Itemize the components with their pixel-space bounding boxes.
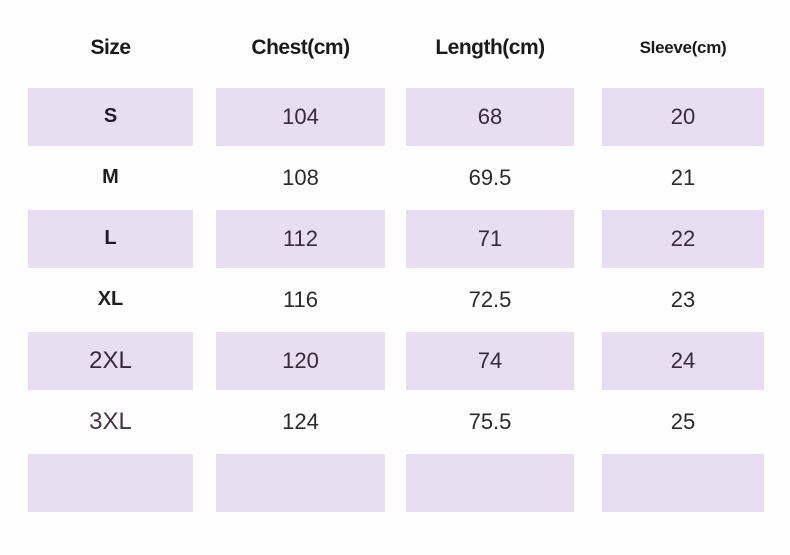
length-cell: 69.5: [468, 164, 512, 190]
length-cell: 74: [406, 331, 574, 390]
column-header-length: Length(cm): [435, 36, 545, 59]
length-cell: 72.5: [468, 286, 512, 312]
table-row-empty: [0, 452, 790, 513]
chest-cell: [216, 453, 385, 512]
table-row: XL 116 72.5 23: [0, 269, 790, 330]
length-cell: 68: [406, 87, 574, 146]
chest-cell: 112: [216, 209, 385, 268]
length-cell: 75.5: [468, 408, 512, 434]
chest-cell: 116: [282, 286, 319, 312]
table-row: L 112 71 22: [0, 208, 790, 269]
chest-cell: 124: [282, 408, 319, 434]
length-cell: [406, 453, 574, 512]
column-header-chest: Chest(cm): [251, 36, 350, 59]
sleeve-cell: [602, 453, 764, 512]
sleeve-cell: 25: [670, 408, 696, 434]
size-cell: [28, 453, 193, 512]
size-cell: 2XL: [28, 331, 193, 390]
chest-cell: 104: [216, 87, 385, 146]
sleeve-cell: 24: [602, 331, 764, 390]
table-row: S 104 68 20: [0, 86, 790, 147]
table-header-row: Size Chest(cm) Length(cm) Sleeve(cm): [0, 0, 790, 86]
size-cell: S: [28, 87, 193, 146]
sleeve-cell: 20: [602, 87, 764, 146]
sleeve-cell: 21: [670, 164, 696, 190]
chest-cell: 120: [216, 331, 385, 390]
size-cell: 3XL: [89, 407, 132, 435]
sleeve-cell: 22: [602, 209, 764, 268]
size-cell: M: [102, 166, 119, 188]
column-header-size: Size: [90, 36, 131, 59]
table-row: M 108 69.5 21: [0, 147, 790, 208]
size-cell: L: [28, 209, 193, 268]
sleeve-cell: 23: [670, 286, 696, 312]
chest-cell: 108: [282, 164, 319, 190]
length-cell: 71: [406, 209, 574, 268]
table-row: 2XL 120 74 24: [0, 330, 790, 391]
size-cell: XL: [97, 288, 124, 310]
column-header-sleeve: Sleeve(cm): [639, 38, 727, 57]
table-row: 3XL 124 75.5 25: [0, 391, 790, 452]
